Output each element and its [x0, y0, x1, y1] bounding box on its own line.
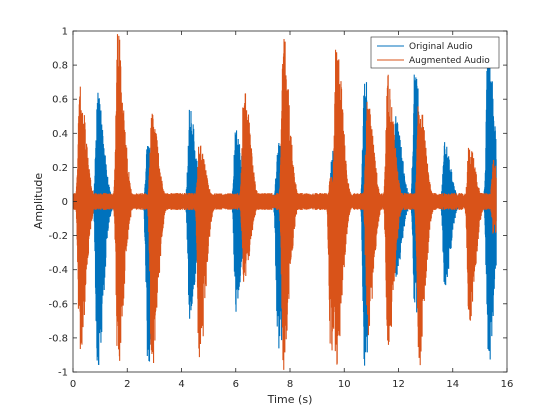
- y-tick-label: 0.2: [52, 163, 68, 174]
- x-tick-label: 10: [338, 379, 351, 390]
- x-tick-label: 12: [392, 379, 405, 390]
- y-tick-label: -0.8: [48, 333, 68, 344]
- x-tick-label: 8: [287, 379, 293, 390]
- legend: Original Audio Augmented Audio: [370, 36, 500, 69]
- legend-label-original-audio: Original Audio: [409, 42, 473, 52]
- y-tick-label: 0.8: [52, 61, 68, 72]
- x-tick-label: 0: [70, 379, 76, 390]
- x-tick-label: 6: [233, 379, 239, 390]
- y-tick-label: 0.4: [52, 129, 68, 140]
- x-tick-label: 16: [501, 379, 514, 390]
- y-tick-label: -0.4: [48, 265, 68, 276]
- y-tick-label: 0: [62, 197, 68, 208]
- x-tick-label: 14: [446, 379, 459, 390]
- y-tick-label: -1: [58, 368, 68, 379]
- series-augmented-audio-waveform: [73, 34, 497, 370]
- x-tick-label: 2: [124, 379, 130, 390]
- series-layer: [73, 34, 497, 370]
- y-tick-label: 0.6: [52, 95, 68, 106]
- legend-label-augmented-audio: Augmented Audio: [409, 56, 490, 66]
- y-tick-label: -0.6: [48, 299, 68, 310]
- y-axis-label: Amplitude: [32, 173, 45, 230]
- y-tick-label: 1: [62, 27, 68, 38]
- legend-box: [370, 36, 500, 69]
- y-tick-label: -0.2: [48, 231, 68, 242]
- x-tick-label: 4: [178, 379, 184, 390]
- ticks-layer: 0 2 4 6 8 10 12 14 16 -1 -0.8 -0.6 -0.4 -0.2 0 0.2 0.4 0.…: [48, 27, 513, 391]
- x-axis-label: Time (s): [267, 393, 313, 406]
